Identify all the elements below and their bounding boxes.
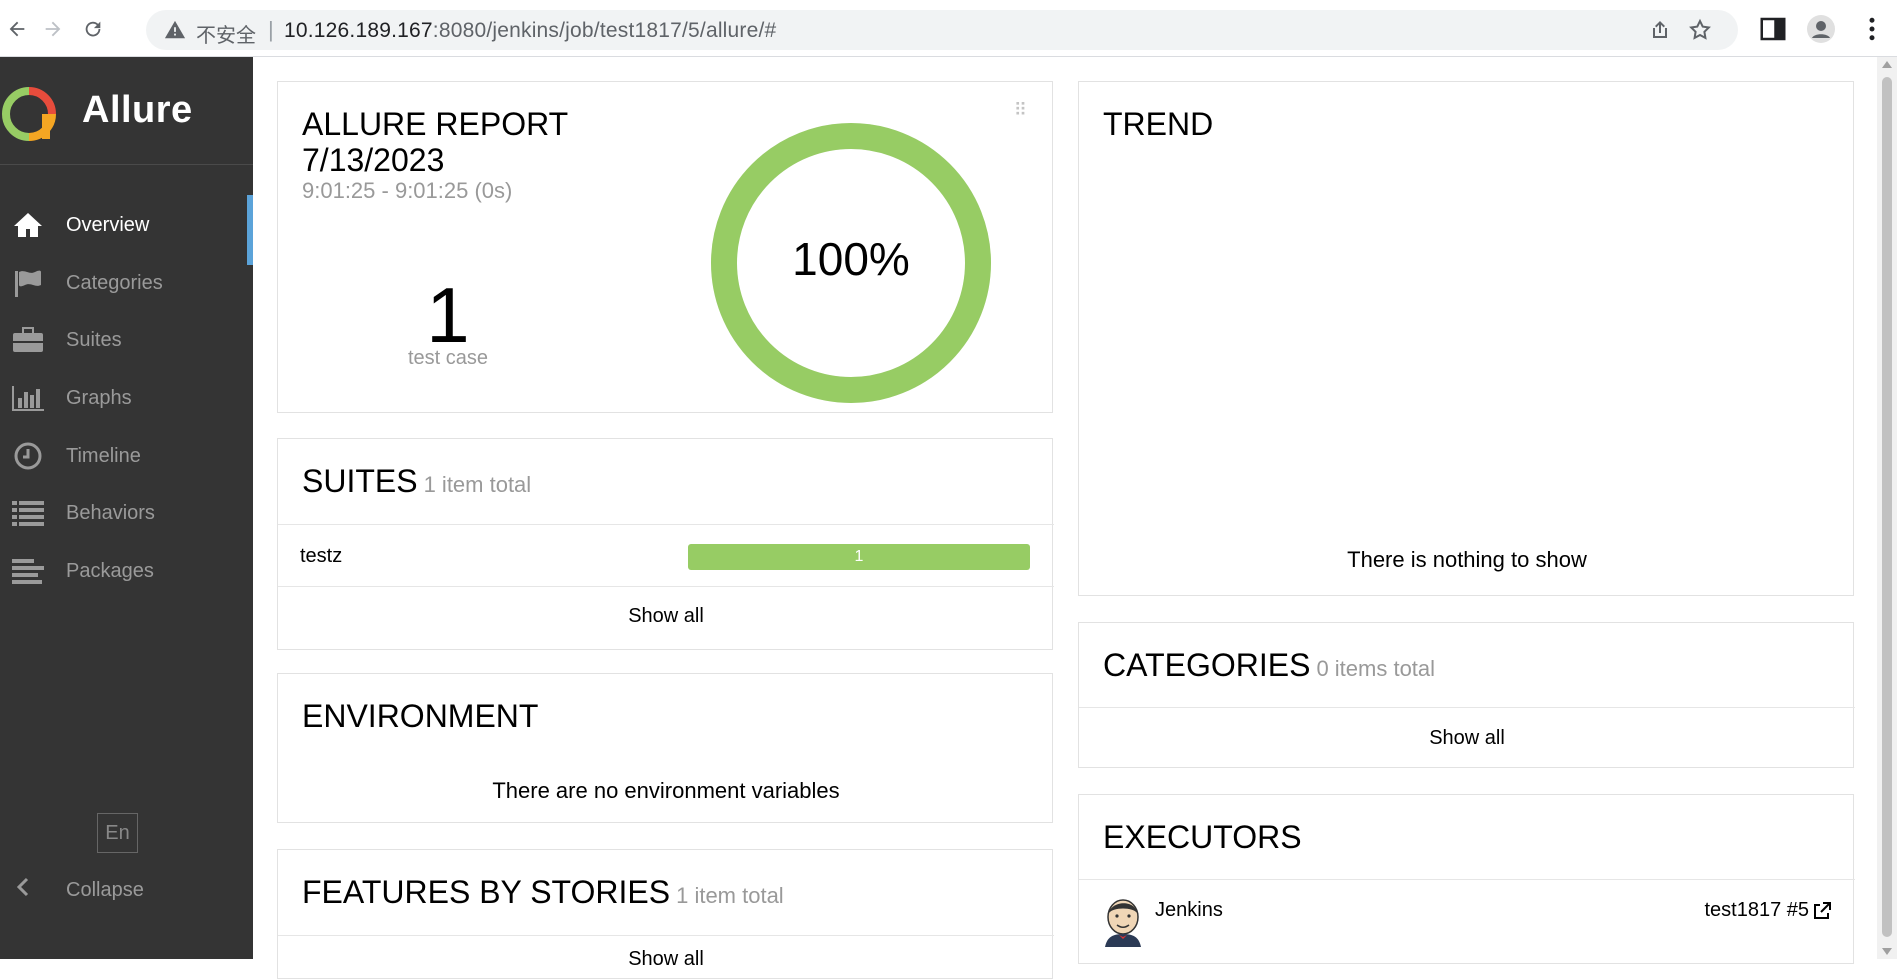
back-icon[interactable] [2, 14, 32, 44]
environment-title: ENVIRONMENT [302, 698, 539, 734]
bar-chart-icon [10, 383, 46, 413]
sidebar-item-behaviors[interactable]: Behaviors [0, 483, 253, 543]
categories-widget: CATEGORIES 0 items total Show all [1078, 622, 1855, 768]
brand-name: Allure [82, 89, 193, 131]
profile-icon[interactable] [1806, 14, 1836, 44]
summary-widget: ALLURE REPORT 7/13/2023 9:01:25 - 9:01:2… [277, 81, 1053, 413]
collapse-button[interactable]: Collapse [0, 860, 253, 920]
trend-widget: TREND There is nothing to show [1078, 81, 1854, 596]
briefcase-icon [10, 325, 46, 355]
more-menu-icon[interactable] [1857, 14, 1887, 44]
test-case-count: 1 [426, 271, 470, 359]
categories-show-all[interactable]: Show all [1429, 727, 1505, 749]
sidebar-item-categories[interactable]: Categories [0, 253, 253, 313]
share-icon[interactable] [1648, 18, 1672, 42]
report-title: ALLURE REPORT 7/13/2023 [302, 106, 569, 178]
sidebar-item-label: Packages [66, 559, 154, 582]
reload-icon[interactable] [78, 14, 108, 44]
test-case-label: test case [407, 347, 489, 369]
warning-icon [164, 20, 186, 39]
page-scrollbar[interactable] [1877, 57, 1897, 959]
trend-empty-text: There is nothing to show [1347, 547, 1587, 572]
scroll-down-icon[interactable] [1882, 948, 1892, 955]
executor-build-link[interactable]: test1817 #5 [1704, 899, 1831, 922]
align-left-icon [10, 556, 46, 586]
home-icon [10, 210, 46, 240]
executor-name: Jenkins [1155, 899, 1223, 921]
sidebar-item-label: Overview [66, 213, 150, 236]
allure-logo-icon [2, 87, 56, 141]
sidebar: Allure Overview Categories Suites Graphs… [0, 57, 253, 959]
executors-title: EXECUTORS [1103, 819, 1302, 855]
clock-icon [10, 441, 46, 471]
trend-title: TREND [1103, 106, 1214, 142]
sidebar-item-graphs[interactable]: Graphs [0, 368, 253, 428]
address-bar[interactable]: 不安全 | 10.126.189.167:8080/jenkins/job/te… [146, 10, 1738, 50]
insecure-label: 不安全 [196, 25, 256, 47]
sidebar-item-overview[interactable]: Overview [0, 195, 253, 265]
sidebar-item-label: Timeline [66, 444, 141, 467]
star-icon[interactable] [1688, 18, 1712, 42]
pass-rate-arc [711, 123, 991, 403]
list-icon [10, 498, 46, 528]
address-separator: | [268, 17, 274, 42]
drag-handle-icon[interactable]: ⠿ [1013, 100, 1028, 120]
brand[interactable]: Allure [0, 57, 253, 165]
sidebar-item-timeline[interactable]: Timeline [0, 426, 253, 486]
url-text[interactable]: 10.126.189.167:8080/jenkins/job/test1817… [284, 19, 777, 42]
browser-toolbar: 不安全 | 10.126.189.167:8080/jenkins/job/te… [0, 0, 1897, 57]
sidebar-item-label: Graphs [66, 386, 132, 409]
features-show-all[interactable]: Show all [628, 948, 704, 970]
pass-rate-donut[interactable] [710, 122, 992, 404]
flag-icon [10, 268, 46, 298]
external-link-icon [1814, 901, 1831, 919]
forward-icon[interactable] [38, 14, 68, 44]
sidebar-item-suites[interactable]: Suites [0, 310, 253, 370]
scroll-thumb[interactable] [1882, 77, 1892, 937]
pass-rate-label: 100% [792, 233, 910, 285]
features-title: FEATURES BY STORIES 1 item total [302, 874, 784, 910]
collapse-label: Collapse [66, 878, 144, 901]
language-button[interactable]: En [97, 813, 138, 853]
suites-widget: SUITES 1 item total testz 1 Show all [277, 438, 1054, 650]
sidebar-item-label: Suites [66, 328, 122, 351]
sidebar-item-label: Behaviors [66, 501, 155, 524]
chevron-left-icon [16, 877, 36, 903]
sidebar-item-packages[interactable]: Packages [0, 541, 253, 601]
suites-title: SUITES 1 item total [302, 463, 532, 499]
jenkins-avatar-icon [1105, 899, 1141, 947]
scroll-up-icon[interactable] [1882, 61, 1892, 68]
suites-show-all[interactable]: Show all [628, 605, 704, 627]
side-panel-icon[interactable] [1758, 14, 1788, 44]
features-widget: FEATURES BY STORIES 1 item total Show all [277, 849, 1054, 979]
main-content: ALLURE REPORT 7/13/2023 9:01:25 - 9:01:2… [253, 57, 1877, 979]
categories-title: CATEGORIES 0 items total [1103, 647, 1436, 683]
sidebar-item-label: Categories [66, 271, 163, 294]
suite-row-name[interactable]: testz [300, 545, 343, 567]
environment-widget: ENVIRONMENT There are no environment var… [277, 673, 1053, 823]
suite-passed-bar[interactable]: 1 [688, 544, 1030, 570]
executors-widget: EXECUTORS Jenkins test1817 #5 [1078, 794, 1855, 964]
environment-empty-text: There are no environment variables [492, 778, 840, 803]
report-time-range: 9:01:25 - 9:01:25 (0s) [302, 178, 513, 203]
